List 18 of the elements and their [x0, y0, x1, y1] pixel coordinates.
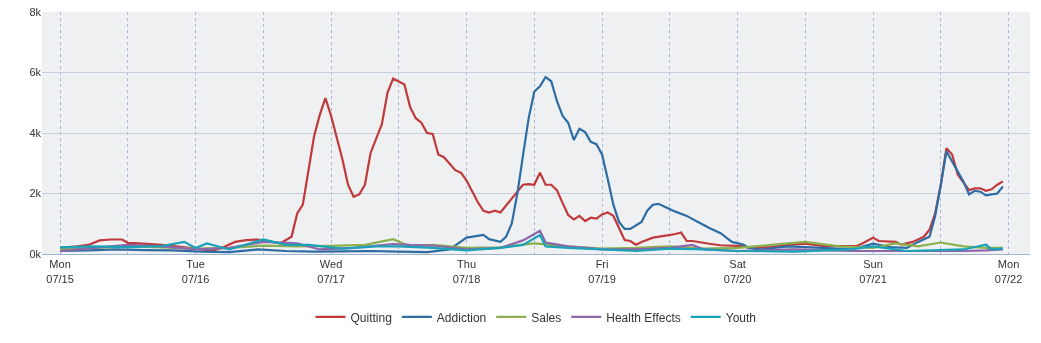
x-tick-label: Mon 07/22 — [994, 258, 1023, 285]
x-tick-label: Sun 07/21 — [859, 258, 887, 285]
y-tick-label: 8k — [29, 5, 42, 18]
legend-label: Youth — [725, 310, 757, 325]
y-tick-label: 2k — [29, 187, 42, 200]
y-tick-label: 0k — [29, 247, 42, 260]
x-tick-label: Sat 07/20 — [723, 258, 752, 285]
y-tick-label: 6k — [29, 66, 42, 79]
x-tick-label: Fri 07/19 — [588, 258, 616, 285]
x-tick-label: Mon 07/15 — [46, 258, 74, 285]
legend-label: Health Effects — [606, 310, 681, 325]
legend-label: Sales — [531, 310, 562, 325]
y-tick-label: 4k — [29, 126, 42, 139]
legend-label: Quitting — [350, 310, 392, 325]
x-tick-label: Wed 07/17 — [317, 258, 345, 285]
legend-label: Addiction — [436, 310, 487, 325]
x-tick-label: Thu 07/18 — [452, 258, 481, 285]
x-tick-label: Tue 07/16 — [181, 258, 210, 285]
